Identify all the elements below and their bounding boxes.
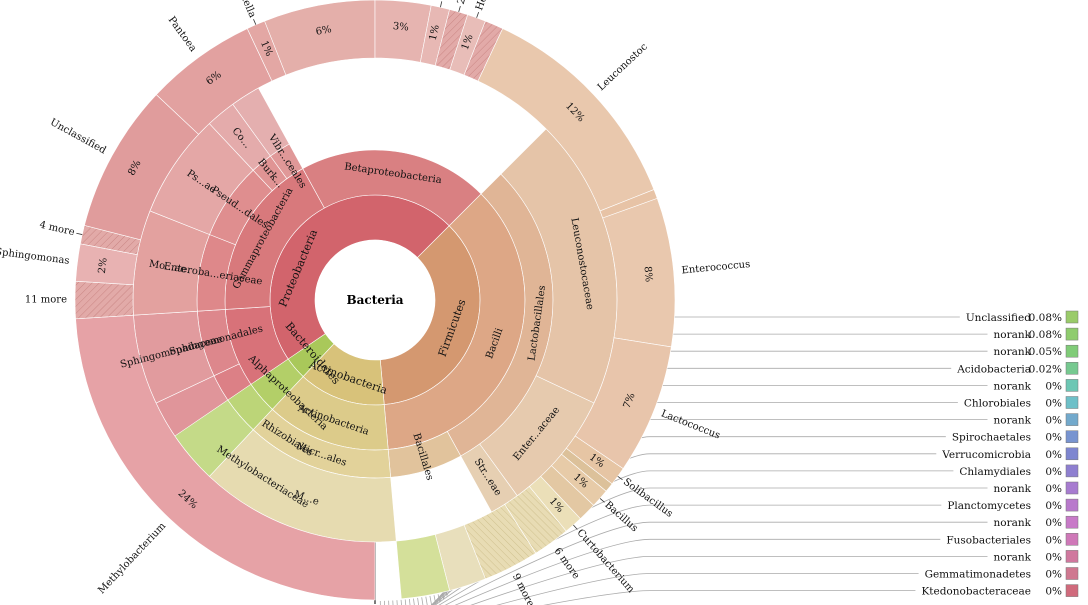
label-tick: [458, 6, 461, 13]
legend-swatch[interactable]: [1065, 550, 1079, 563]
legend-label[interactable]: Spirochaetales: [952, 432, 1031, 444]
segment-percent: 2%: [97, 257, 110, 274]
legend-value: 0.08%: [1029, 329, 1062, 341]
legend-label[interactable]: norank: [994, 517, 1032, 529]
outer-label: Unclassified: [48, 117, 108, 157]
legend-value: 0%: [1045, 432, 1062, 444]
legend-swatch[interactable]: [1065, 567, 1079, 580]
legend-swatch[interactable]: [1065, 464, 1079, 478]
center-hole: [315, 240, 435, 360]
legend-label[interactable]: norank: [994, 415, 1032, 427]
legend-label[interactable]: Acidobacteria: [956, 363, 1031, 375]
legend-label[interactable]: norank: [994, 380, 1032, 392]
legend: 0.08%Unclassified0.08%norank0.05%norank0…: [921, 310, 1079, 598]
legend-swatch[interactable]: [1065, 344, 1079, 358]
legend-swatch[interactable]: [1065, 515, 1079, 529]
segment-ring4-25[interactable]: [395, 534, 450, 600]
outer-label: 9 more: [510, 572, 536, 605]
legend-swatch[interactable]: [1065, 533, 1079, 546]
legend-leader: [384, 573, 919, 605]
legend-value: 0%: [1045, 483, 1062, 495]
outer-label: Sphingomonas: [0, 247, 70, 267]
legend-leader: [392, 538, 941, 605]
label-tick: [476, 11, 480, 18]
legend-swatch[interactable]: [1065, 498, 1079, 512]
label-tick: [617, 476, 623, 481]
legend-leader: [400, 504, 942, 605]
legend-label[interactable]: Verrucomicrobia: [941, 449, 1031, 461]
segment-percent: 3%: [392, 21, 409, 33]
outer-label: 6 more: [552, 546, 582, 581]
legend-value: 0%: [1045, 415, 1062, 427]
outer-label: Rahnella: [230, 0, 258, 20]
legend-value: 0.08%: [1029, 312, 1062, 324]
legend-swatch[interactable]: [1065, 481, 1079, 495]
legend-swatch[interactable]: [1065, 430, 1079, 443]
legend-swatch[interactable]: [1065, 379, 1079, 392]
legend-label[interactable]: Fusobacteriales: [946, 534, 1031, 546]
legend-value: 0%: [1045, 380, 1062, 392]
segment-percent: 1%: [428, 24, 442, 42]
legend-value: 0%: [1045, 466, 1062, 478]
label-tick: [573, 524, 578, 530]
outer-label: Vibrio: [437, 0, 455, 2]
outer-label: Herbaspirillum: [474, 0, 511, 12]
legend-swatch[interactable]: [1065, 584, 1079, 597]
label-tick: [76, 232, 83, 235]
label-tick: [253, 19, 257, 25]
legend-swatch[interactable]: [1065, 327, 1079, 341]
segment-percent: 6%: [315, 24, 333, 38]
legend-value: 0%: [1045, 586, 1062, 598]
legend-label[interactable]: norank: [994, 346, 1032, 358]
legend-swatch[interactable]: [1065, 413, 1079, 426]
outer-label: 11 more: [25, 295, 67, 306]
label-tick: [599, 498, 605, 503]
label-tick: [440, 1, 443, 8]
legend-value: 0.02%: [1029, 363, 1062, 375]
outer-label: Enterococcus: [681, 259, 751, 276]
legend-value: 0%: [1045, 500, 1062, 512]
legend-value: 0%: [1045, 398, 1062, 410]
outer-label: Solibacillus: [621, 477, 675, 520]
segment-percent: 8%: [641, 266, 653, 283]
legend-swatch[interactable]: [1065, 447, 1079, 461]
legend-label[interactable]: Gemmatimonadetes: [925, 569, 1031, 581]
legend-label[interactable]: Chlorobiales: [964, 398, 1031, 410]
legend-value: 0%: [1045, 517, 1062, 529]
legend-label[interactable]: Chlamydiales: [959, 466, 1031, 478]
root-label[interactable]: Bacteria: [346, 293, 403, 307]
outer-label: Pantoea: [166, 15, 199, 54]
legend-swatch[interactable]: [1065, 396, 1079, 409]
legend-value: 0%: [1045, 449, 1062, 461]
outer-label: Methylobacterium: [96, 520, 168, 596]
legend-label[interactable]: norank: [994, 551, 1032, 563]
legend-leader: [388, 556, 988, 605]
legend-label[interactable]: norank: [994, 329, 1032, 341]
outer-label: Curtobacterium: [575, 527, 637, 595]
segment-percent: 7%: [622, 391, 638, 410]
legend-label[interactable]: Unclassified: [966, 312, 1031, 324]
legend-label[interactable]: norank: [994, 483, 1032, 495]
legend-value: 0%: [1045, 569, 1062, 581]
legend-value: 0.05%: [1029, 346, 1062, 358]
outer-label: 4 more: [38, 220, 75, 239]
outer-label: 2 more: [456, 0, 477, 6]
legend-label[interactable]: Ktedonobacteraceae: [921, 586, 1031, 598]
sunburst-rings: [74, 0, 676, 601]
legend-label[interactable]: Planctomycetes: [947, 500, 1031, 512]
outer-label: Leuconostoc: [596, 41, 650, 93]
legend-leader: [379, 590, 916, 605]
segment-percent: 1%: [460, 33, 476, 52]
outer-label: Bacillus: [602, 500, 639, 535]
segment-11-more[interactable]: [74, 280, 134, 320]
legend-swatch[interactable]: [1065, 310, 1079, 324]
legend-value: 0%: [1045, 551, 1062, 563]
legend-value: 0%: [1045, 534, 1062, 546]
legend-leader: [396, 521, 988, 605]
legend-swatch[interactable]: [1065, 362, 1079, 375]
